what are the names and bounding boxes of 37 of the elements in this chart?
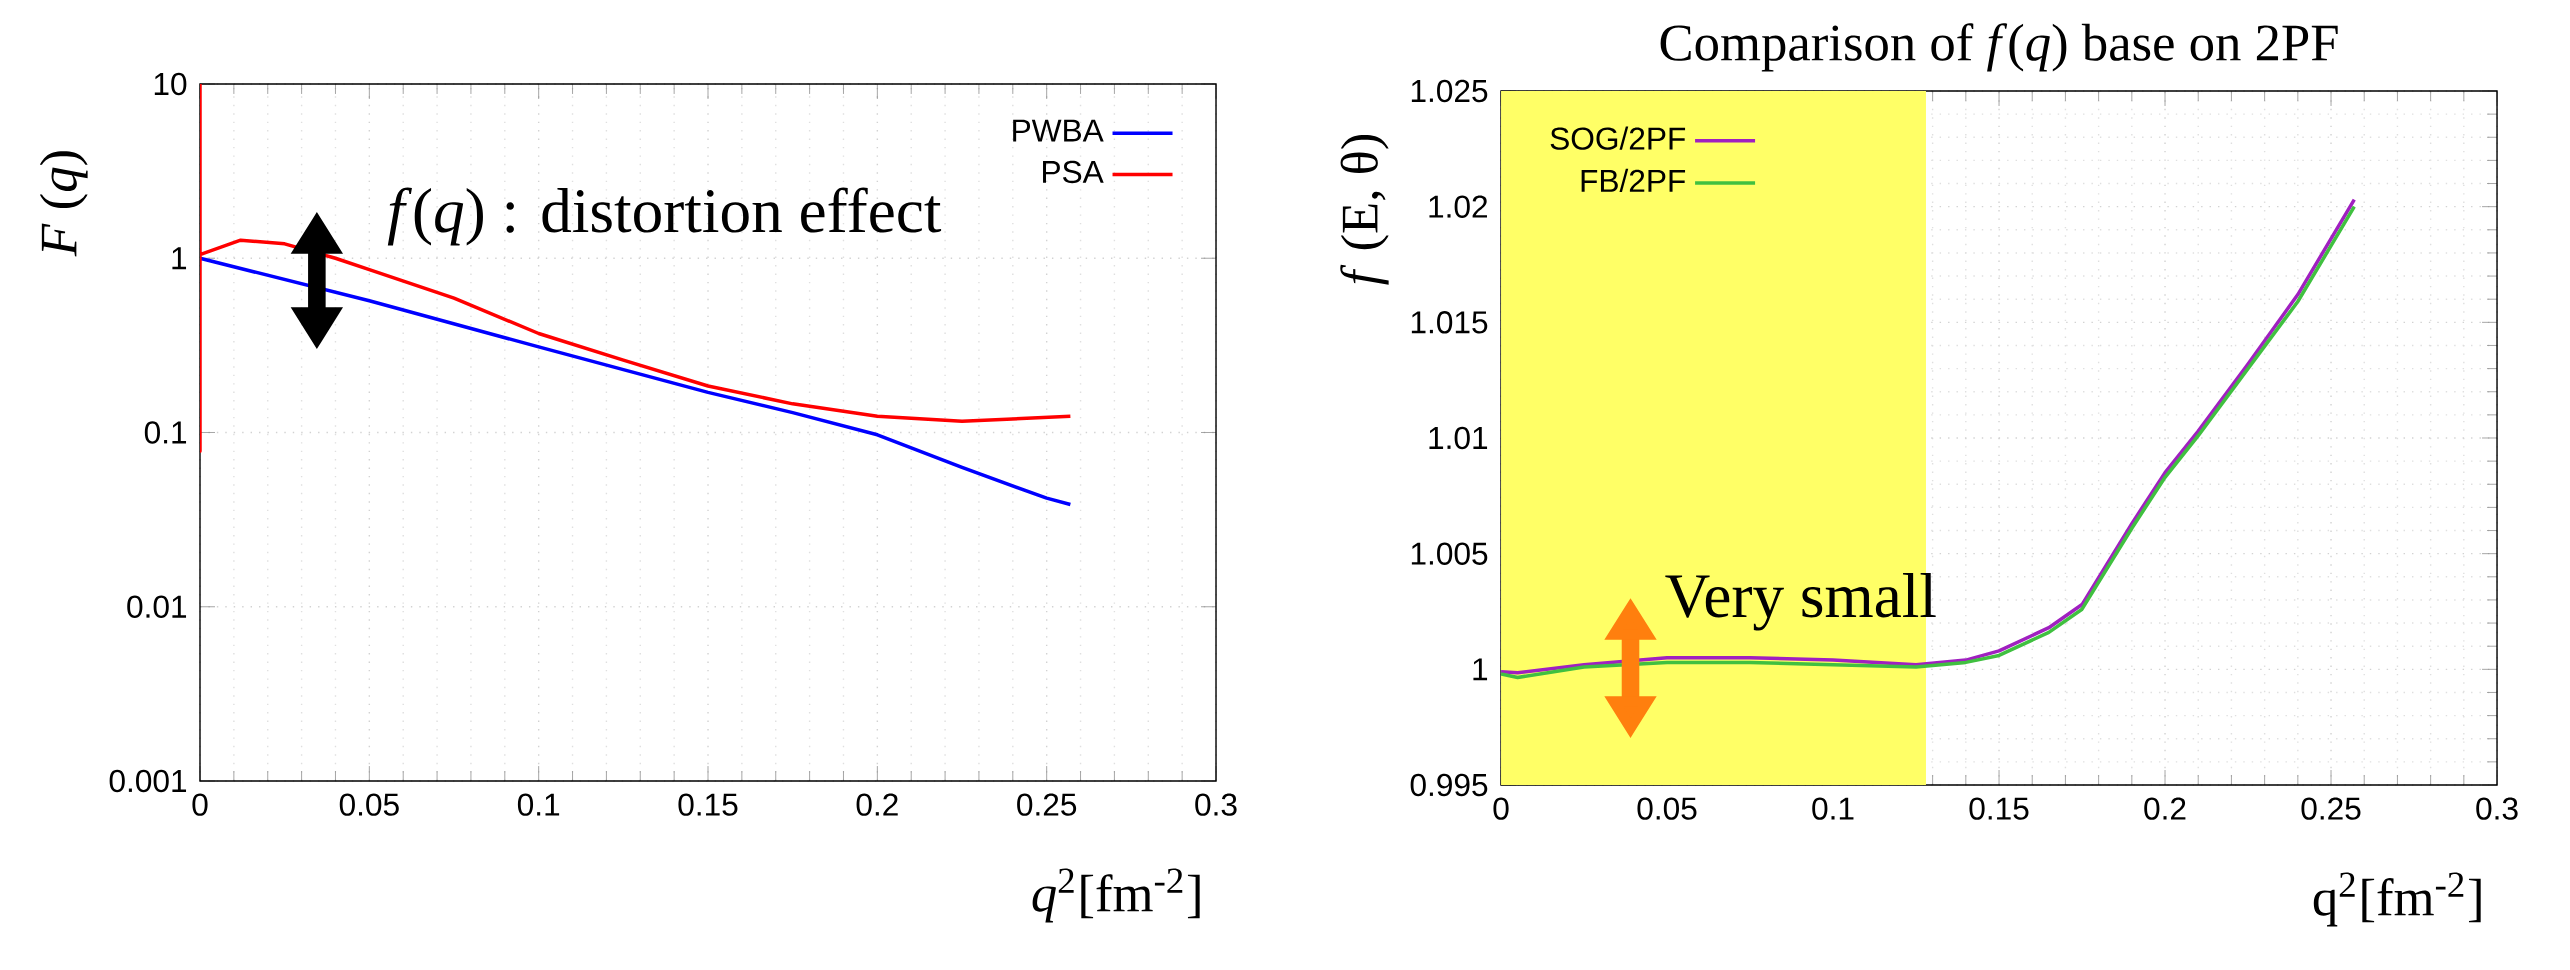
legend-label: FB/2PF (1581, 168, 1686, 193)
line-series (200, 256, 1073, 507)
x-tick-label: 0.25 (2301, 797, 2361, 820)
y-tick-label: 1 (1473, 658, 1488, 681)
y-tick-label: 1.02 (1429, 195, 1487, 218)
legend-label: SOG/2PF (1550, 126, 1686, 150)
y-tick-label: 1.025 (1411, 79, 1488, 103)
y-tick-label: 0.001 (109, 769, 187, 793)
legend-label: PSA (1043, 160, 1104, 184)
y-tick-label: 1.015 (1411, 311, 1488, 334)
x-tick-label: 0.25 (1017, 793, 1077, 816)
x-tick-label: 0.2 (2144, 797, 2186, 820)
x-tick-label: 0.3 (1195, 793, 1237, 816)
x-tick-label: 0.3 (2476, 797, 2518, 820)
y-axis-title: f (E, θ) (1340, 134, 1389, 285)
x-tick-label: 0 (1493, 797, 1509, 820)
x-tick-label: 0 (192, 793, 208, 816)
y-tick-label: 0.1 (144, 421, 187, 444)
x-axis-title: q$^{2}$[fm$^{-2}$] (1032, 868, 1200, 923)
y-axis-title: F (q) (39, 151, 88, 257)
y-tick-label: 1.005 (1411, 542, 1488, 565)
x-tick-label: 0.15 (678, 793, 738, 816)
x-tick-label: 0.1 (517, 793, 560, 816)
y-tick-label: 0.995 (1410, 773, 1488, 797)
y-tick-label: 1 (172, 247, 187, 270)
chart-title: Comparison of f(q) base on 2PF (1660, 23, 2338, 72)
x-axis-title: q$^{2}$[fm$^{-2}$] (2313, 872, 2481, 927)
legend-label: PWBA (1013, 119, 1104, 142)
annotation: f(q) : distortion effect (387, 187, 942, 246)
y-tick-label: 1.01 (1429, 426, 1488, 450)
y-tick-label: 10 (154, 72, 187, 96)
x-tick-label: 0.15 (1969, 797, 2029, 820)
y-tick-label: 0.01 (127, 595, 187, 618)
x-tick-label: 0.2 (856, 793, 898, 816)
x-tick-label: 0.1 (1812, 797, 1854, 820)
x-tick-label: 0.05 (339, 793, 399, 816)
x-tick-label: 0.05 (1637, 797, 1697, 820)
